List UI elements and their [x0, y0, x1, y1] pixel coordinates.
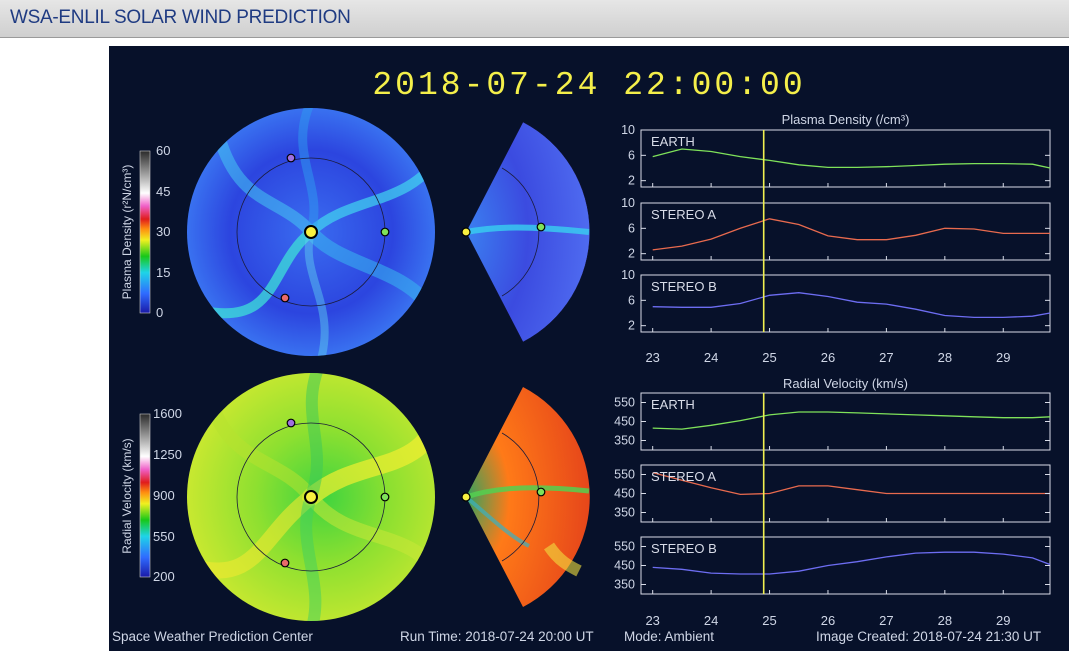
- density-tick-60: 60: [156, 143, 170, 158]
- velocity-tick-200: 200: [153, 569, 175, 584]
- density-tick-15: 15: [156, 265, 170, 280]
- series-line-earth: [652, 148, 1051, 169]
- x-tick-label: 26: [821, 613, 835, 628]
- page-header: WSA-ENLIL SOLAR WIND PREDICTION: [0, 0, 1069, 38]
- footer-mode: Mode: Ambient: [624, 629, 715, 644]
- density-tick-30: 30: [156, 224, 170, 239]
- chart-panel-frame: [640, 274, 1051, 333]
- earth-marker: [380, 227, 390, 237]
- velocity-tick-1600: 1600: [153, 406, 182, 421]
- series-line-stereo-a: [652, 218, 1050, 251]
- y-tick-label: 10: [621, 268, 635, 282]
- x-tick-label: 24: [704, 350, 718, 365]
- x-tick-label: 24: [704, 613, 718, 628]
- y-tick-label: 350: [614, 578, 635, 592]
- y-tick-label: 550: [614, 468, 635, 482]
- velocity-meridional-wedge: [461, 387, 590, 607]
- stereo-b-marker: [286, 153, 296, 163]
- chart-panel-frame: [640, 129, 1051, 188]
- x-tick-label: 27: [879, 613, 893, 628]
- y-tick-label: 450: [614, 487, 635, 501]
- prediction-image-panel: 2018-07-24 22:00:00 60 45 30 15 0 Plasma…: [109, 46, 1069, 651]
- stereo-a-marker: [280, 293, 290, 303]
- x-tick-label: 25: [762, 350, 776, 365]
- velocity-tick-900: 900: [153, 488, 175, 503]
- page-title: WSA-ENLIL SOLAR WIND PREDICTION: [10, 7, 351, 28]
- density-colorbar-label: Plasma Density (r²N/cm³): [120, 165, 134, 300]
- y-tick-label: 550: [614, 540, 635, 554]
- sun-marker: [304, 225, 318, 239]
- series-label: EARTH: [651, 134, 695, 149]
- series-label: STEREO A: [651, 207, 716, 222]
- x-tick-label: 28: [938, 613, 952, 628]
- prediction-graphics: 2018-07-24 22:00:00 60 45 30 15 0 Plasma…: [120, 67, 1051, 628]
- x-tick-label: 23: [645, 613, 659, 628]
- velocity-tick-550: 550: [153, 529, 175, 544]
- chart-title-1: Radial Velocity (km/s): [783, 376, 908, 391]
- footer-center: Space Weather Prediction Center: [112, 629, 313, 644]
- density-ecliptic-disk: [187, 108, 435, 356]
- y-tick-label: 2: [628, 319, 635, 333]
- velocity-tick-1250: 1250: [153, 447, 182, 462]
- y-tick-label: 6: [628, 293, 635, 307]
- footer-image-created: Image Created: 2018-07-24 21:30 UT: [816, 629, 1042, 644]
- series-line-stereo-b: [652, 292, 1051, 319]
- y-tick-label: 10: [621, 123, 635, 137]
- y-tick-label: 450: [614, 415, 635, 429]
- series-line-stereo-b: [652, 551, 1051, 575]
- x-tick-label: 27: [879, 350, 893, 365]
- timestamp: 2018-07-24 22:00:00: [372, 67, 805, 104]
- chart-panel-frame: [640, 202, 1051, 261]
- density-colorbar: [139, 150, 151, 314]
- y-tick-label: 2: [628, 247, 635, 261]
- y-tick-label: 450: [614, 559, 635, 573]
- velocity-ecliptic-disk: [187, 373, 435, 621]
- series-label: STEREO A: [651, 469, 716, 484]
- density-meridional-wedge: [461, 121, 591, 343]
- series-label: STEREO B: [651, 279, 717, 294]
- series-label: STEREO B: [651, 541, 717, 556]
- y-tick-label: 6: [628, 148, 635, 162]
- velocity-colorbar-label: Radial Velocity (km/s): [120, 438, 134, 553]
- velocity-colorbar: [139, 413, 151, 578]
- y-tick-label: 350: [614, 506, 635, 520]
- y-tick-label: 350: [614, 434, 635, 448]
- x-tick-label: 23: [645, 350, 659, 365]
- x-tick-label: 29: [996, 613, 1010, 628]
- x-tick-label: 26: [821, 350, 835, 365]
- y-tick-label: 550: [614, 396, 635, 410]
- x-tick-label: 28: [938, 350, 952, 365]
- series-line-earth: [652, 411, 1051, 430]
- y-tick-label: 10: [621, 196, 635, 210]
- y-tick-label: 2: [628, 174, 635, 188]
- timeseries-charts: Plasma Density (/cm³) EARTH 10 6 2 STEREO A 10…: [614, 112, 1051, 628]
- x-tick-label: 29: [996, 350, 1010, 365]
- density-tick-45: 45: [156, 184, 170, 199]
- footer-run-time: Run Time: 2018-07-24 20:00 UT: [400, 629, 594, 644]
- y-tick-label: 6: [628, 221, 635, 235]
- chart-panel-frame: [640, 392, 1051, 451]
- series-label: EARTH: [651, 397, 695, 412]
- density-tick-0: 0: [156, 305, 163, 320]
- chart-title-0: Plasma Density (/cm³): [782, 112, 910, 127]
- series-line-stereo-a: [652, 471, 1050, 496]
- x-tick-label: 25: [762, 613, 776, 628]
